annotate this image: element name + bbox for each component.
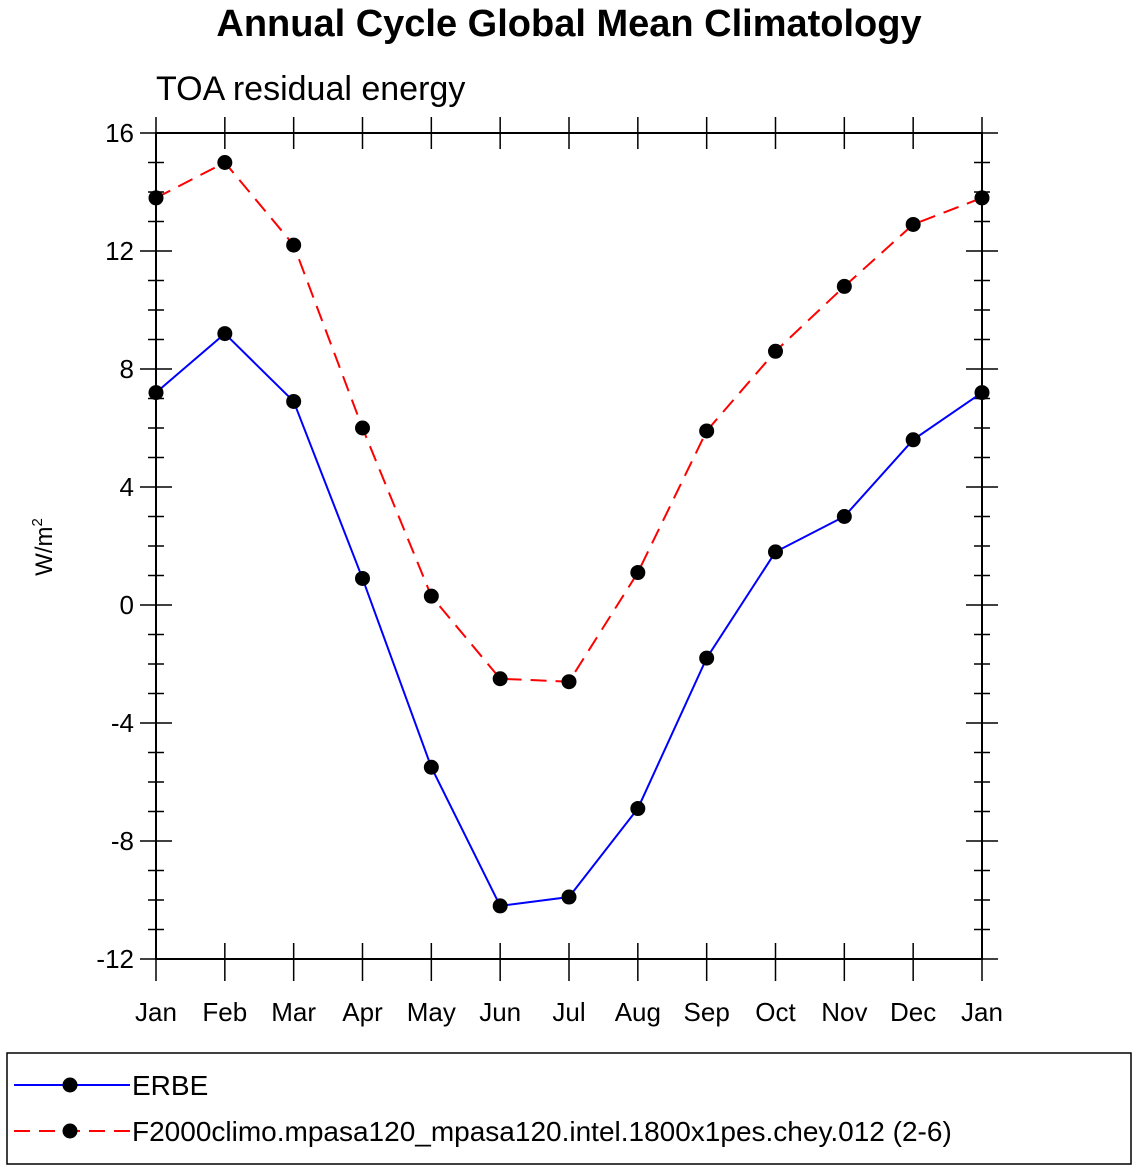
x-tick-label: Nov [821,997,867,1027]
x-tick-label: Oct [755,997,796,1027]
series-point-erbe [423,759,439,775]
y-tick-label: 4 [120,472,134,502]
series-point-model [630,565,646,581]
x-tick-label: Jul [552,997,585,1027]
series-point-model [699,423,715,439]
series-point-erbe [492,898,508,914]
y-tick-label: -12 [96,944,134,974]
y-tick-label: 12 [105,236,134,266]
series-point-model [561,674,577,690]
series-point-model [836,278,852,294]
y-tick-label: -8 [111,826,134,856]
series-point-model [768,343,783,359]
y-tick-label: -4 [111,708,134,738]
series-point-erbe [217,326,233,342]
series-line-erbe [155,332,983,907]
plot-frame [155,132,983,960]
legend-marker [62,1123,78,1139]
legend-marker [62,1077,78,1093]
legend-label: F2000climo.mpasa120_mpasa120.intel.1800x… [132,1116,952,1147]
series-point-model [905,216,921,232]
series-point-erbe [768,544,783,560]
y-tick-label: 8 [120,354,134,384]
x-tick-label: Jan [135,997,177,1027]
series-point-erbe [355,570,370,586]
x-tick-label: Mar [271,997,316,1027]
chart-subtitle: TOA residual energy [156,70,465,108]
x-tick-label: Jun [479,997,521,1027]
x-tick-label: Aug [615,997,661,1027]
series-point-model [286,237,302,253]
legend: ERBE F2000climo.mpasa120_mpasa120.intel.1… [6,1052,1132,1165]
series-point-erbe [286,393,302,409]
series-point-erbe [905,432,921,448]
series-point-erbe [699,650,715,666]
y-tick-label: 16 [105,118,134,148]
chart-title: Annual Cycle Global Mean Climatology [216,3,921,45]
y-axis-label: W/m2 [29,518,58,576]
series-point-model [355,420,370,436]
series-point-erbe [561,889,577,905]
x-tick-label: Feb [202,997,247,1027]
tick-labels: -12 -8 -4 0 4 8 12 16 Jan Feb Mar Apr May Jun Jul Aug Se… [96,118,1003,1027]
svg-text:W/m2: W/m2 [29,518,58,576]
x-tick-label: Dec [890,997,936,1027]
series-layer [148,155,990,914]
x-tick-label: May [407,997,456,1027]
x-tick-label: Sep [684,997,730,1027]
y-axis-label-sup: 2 [29,518,46,526]
series-point-model [217,155,233,170]
y-tick-label: 0 [120,590,134,620]
series-point-erbe [630,801,646,817]
y-axis-label-base: W/m [31,527,58,576]
series-point-erbe [836,509,852,524]
series-point-model [492,671,508,687]
series-point-model [423,588,439,604]
series-line-model [155,161,983,683]
legend-label: ERBE [132,1070,208,1101]
legend-box [6,1052,1132,1165]
x-tick-label: Apr [342,997,383,1027]
x-tick-label: Jan [961,997,1003,1027]
axis-ticks [140,117,998,981]
